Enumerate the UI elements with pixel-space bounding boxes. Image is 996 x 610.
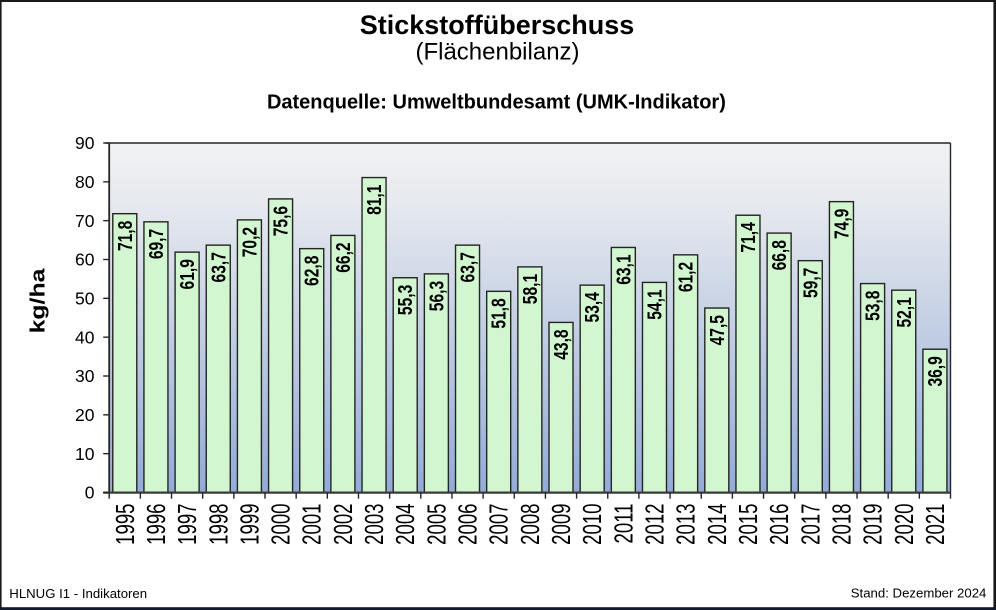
svg-text:80: 80 bbox=[75, 172, 95, 192]
svg-text:70,2: 70,2 bbox=[239, 227, 261, 257]
svg-text:Stand: Dezember 2024: Stand: Dezember 2024 bbox=[851, 586, 987, 601]
svg-text:43,8: 43,8 bbox=[550, 329, 572, 359]
svg-text:Stickstoffüberschuss: Stickstoffüberschuss bbox=[360, 10, 635, 40]
svg-text:2014: 2014 bbox=[703, 504, 732, 545]
svg-text:2015: 2015 bbox=[734, 504, 763, 545]
svg-text:1997: 1997 bbox=[173, 504, 202, 545]
svg-text:71,4: 71,4 bbox=[737, 222, 759, 252]
svg-text:2006: 2006 bbox=[454, 504, 483, 545]
svg-text:70: 70 bbox=[75, 211, 95, 231]
svg-text:50: 50 bbox=[75, 289, 95, 309]
svg-text:55,3: 55,3 bbox=[394, 285, 416, 315]
svg-text:81,1: 81,1 bbox=[363, 185, 385, 215]
svg-text:0: 0 bbox=[85, 483, 95, 503]
svg-text:69,7: 69,7 bbox=[145, 229, 167, 259]
svg-text:36,9: 36,9 bbox=[924, 356, 946, 386]
svg-text:2017: 2017 bbox=[796, 504, 825, 545]
svg-text:2021: 2021 bbox=[921, 504, 950, 545]
svg-text:2009: 2009 bbox=[547, 504, 576, 545]
svg-text:2010: 2010 bbox=[578, 504, 607, 545]
svg-text:2011: 2011 bbox=[609, 504, 638, 544]
svg-text:51,8: 51,8 bbox=[488, 298, 510, 328]
svg-text:(Flächenbilanz): (Flächenbilanz) bbox=[415, 39, 579, 66]
svg-text:HLNUG I1 - Indikatoren: HLNUG I1 - Indikatoren bbox=[9, 586, 147, 601]
svg-text:30: 30 bbox=[75, 366, 95, 386]
svg-text:71,8: 71,8 bbox=[114, 221, 136, 251]
svg-text:1998: 1998 bbox=[204, 504, 233, 545]
svg-text:56,3: 56,3 bbox=[426, 281, 448, 311]
svg-text:2020: 2020 bbox=[890, 504, 919, 545]
svg-text:62,8: 62,8 bbox=[301, 256, 323, 286]
svg-text:59,7: 59,7 bbox=[799, 268, 821, 298]
svg-text:58,1: 58,1 bbox=[519, 274, 541, 304]
svg-text:2004: 2004 bbox=[391, 504, 420, 545]
svg-text:1995: 1995 bbox=[111, 504, 140, 545]
svg-text:2003: 2003 bbox=[360, 504, 389, 545]
svg-text:52,1: 52,1 bbox=[893, 297, 915, 327]
svg-text:2000: 2000 bbox=[267, 504, 296, 545]
svg-text:2005: 2005 bbox=[422, 504, 451, 545]
svg-text:53,4: 53,4 bbox=[581, 292, 603, 322]
svg-text:2016: 2016 bbox=[765, 504, 794, 545]
svg-text:66,8: 66,8 bbox=[768, 240, 790, 270]
svg-text:Datenquelle: Umweltbundesamt: Datenquelle: Umweltbundesamt (UMK-Indika… bbox=[267, 92, 726, 114]
svg-text:40: 40 bbox=[75, 327, 95, 347]
svg-text:66,2: 66,2 bbox=[332, 242, 354, 272]
svg-text:2007: 2007 bbox=[485, 504, 514, 545]
svg-text:2012: 2012 bbox=[640, 504, 669, 545]
svg-text:75,6: 75,6 bbox=[270, 206, 292, 236]
svg-text:20: 20 bbox=[75, 405, 95, 425]
svg-text:63,1: 63,1 bbox=[612, 254, 634, 284]
svg-text:2019: 2019 bbox=[859, 504, 888, 545]
svg-text:2018: 2018 bbox=[827, 504, 856, 545]
svg-text:2008: 2008 bbox=[516, 504, 545, 545]
svg-text:kg/ha: kg/ha bbox=[27, 268, 49, 333]
svg-text:47,5: 47,5 bbox=[706, 315, 728, 345]
svg-text:74,9: 74,9 bbox=[831, 209, 853, 239]
svg-text:61,2: 61,2 bbox=[675, 262, 697, 292]
svg-text:61,9: 61,9 bbox=[176, 259, 198, 289]
svg-text:10: 10 bbox=[75, 444, 95, 464]
svg-text:53,8: 53,8 bbox=[862, 291, 884, 321]
svg-text:90: 90 bbox=[75, 133, 95, 153]
svg-text:63,7: 63,7 bbox=[457, 252, 479, 282]
svg-text:2002: 2002 bbox=[329, 504, 358, 545]
svg-text:1996: 1996 bbox=[142, 504, 171, 545]
svg-text:2001: 2001 bbox=[298, 504, 327, 545]
svg-text:2013: 2013 bbox=[672, 504, 701, 545]
svg-text:1999: 1999 bbox=[235, 504, 264, 545]
svg-text:54,1: 54,1 bbox=[644, 289, 666, 319]
svg-text:60: 60 bbox=[75, 250, 95, 270]
svg-text:63,7: 63,7 bbox=[207, 252, 229, 282]
